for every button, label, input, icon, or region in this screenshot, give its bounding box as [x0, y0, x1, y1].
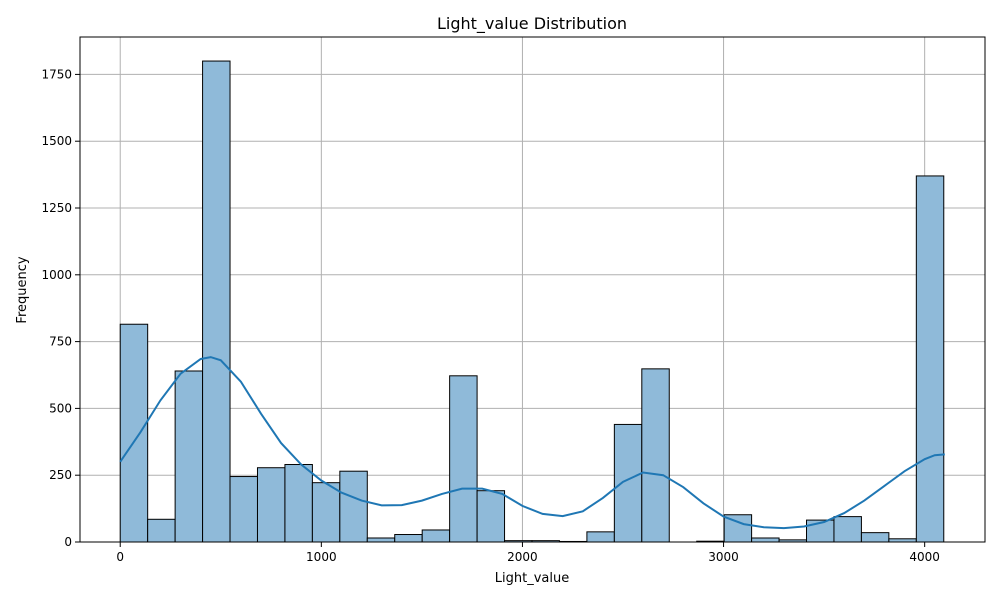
- x-tick-label: 3000: [708, 550, 739, 564]
- histogram-bar: [751, 537, 780, 543]
- histogram-bar: [833, 516, 862, 543]
- histogram-bar: [174, 370, 204, 543]
- x-axis-label: Light_value: [495, 571, 569, 586]
- histogram-bar: [394, 534, 423, 543]
- histogram-bar: [147, 518, 176, 543]
- histogram-bar: [641, 368, 670, 543]
- y-tick-label: 1750: [41, 67, 72, 81]
- x-axis-ticks: 0 1000 2000 3000 4000: [116, 542, 940, 564]
- histogram-bars: [119, 60, 945, 543]
- histogram-bar: [421, 529, 451, 543]
- histogram-bar: [284, 464, 313, 543]
- x-tick-label: 4000: [909, 550, 940, 564]
- histogram-bar: [339, 470, 368, 543]
- histogram-bar: [476, 490, 506, 543]
- histogram-bar: [449, 375, 478, 543]
- kde-curve: [119, 356, 945, 530]
- y-axis-label: Frequency: [15, 256, 30, 323]
- histogram-bar: [915, 175, 945, 543]
- histogram-bar: [311, 482, 341, 543]
- y-tick-label: 500: [49, 401, 72, 415]
- histogram-bar: [586, 531, 615, 543]
- histogram-bar: [119, 323, 149, 543]
- x-tick-label: 0: [116, 550, 124, 564]
- y-tick-label: 1250: [41, 201, 72, 215]
- plot-frame: [79, 36, 986, 543]
- y-tick-label: 0: [64, 535, 72, 549]
- y-tick-label: 250: [49, 468, 72, 482]
- histogram-bar: [613, 423, 643, 543]
- x-tick-label: 2000: [507, 550, 538, 564]
- chart-title: Light_value Distribution: [437, 14, 627, 34]
- y-tick-label: 1500: [41, 134, 72, 148]
- y-axis-ticks: 0 250 500 750 1000 1250 1500 1750: [41, 67, 80, 549]
- histogram-bar: [202, 60, 231, 543]
- histogram-bar: [229, 476, 258, 543]
- x-tick-label: 1000: [306, 550, 337, 564]
- histogram-bar: [860, 532, 890, 543]
- histogram-bar: [366, 537, 396, 543]
- y-tick-label: 750: [49, 335, 72, 349]
- histogram-bar: [256, 467, 286, 543]
- y-tick-label: 1000: [41, 268, 72, 282]
